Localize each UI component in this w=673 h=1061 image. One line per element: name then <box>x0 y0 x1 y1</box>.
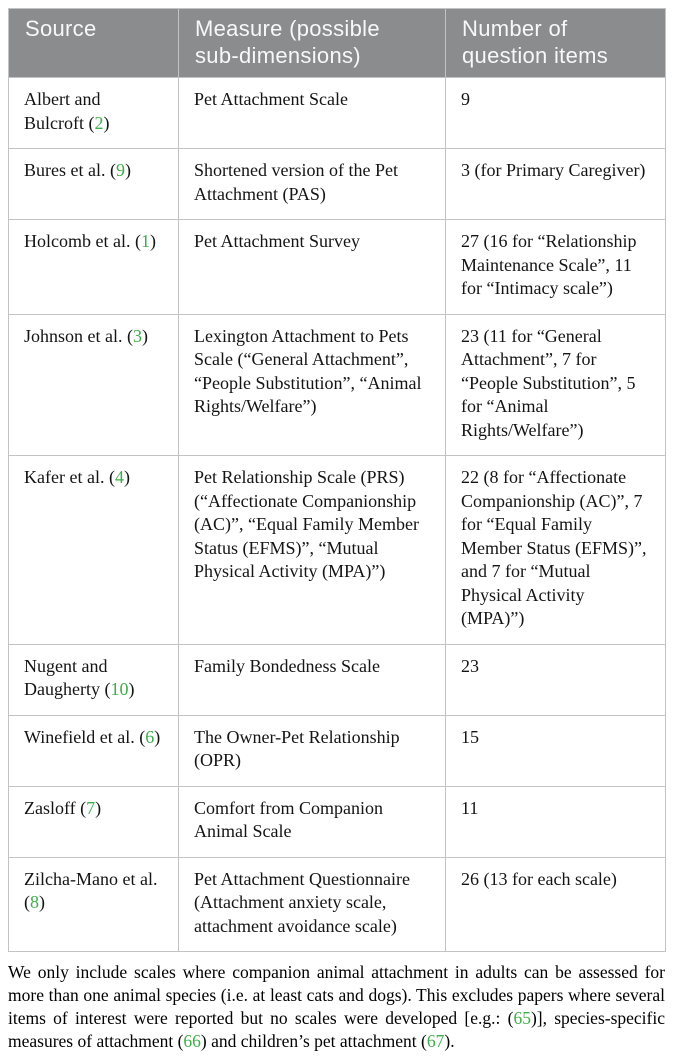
citation-ref[interactable]: 3 <box>132 325 142 346</box>
measure-cell: Shortened version of the Pet Attachment … <box>178 148 446 220</box>
table-row: Zasloff (7) Comfort from Companion Animal… <box>8 785 666 858</box>
table-row: Holcomb et al. (1) Pet Attachment Survey 2… <box>8 219 666 315</box>
source-cell: Holcomb et al. (1) <box>8 219 179 315</box>
column-header-source-label: Source <box>25 16 97 41</box>
table-row: Kafer et al. (4) Pet Relationship Scale (… <box>8 455 666 645</box>
items-cell: 23 (11 for “General Attachment”, 7 for “… <box>445 313 666 456</box>
measure-cell: Pet Relationship Scale (PRS) (“Affection… <box>178 455 446 645</box>
source-cell: Albert and Bulcroft (2) <box>8 77 179 149</box>
items-cell: 26 (13 for each scale) <box>445 856 666 952</box>
attachment-measures-table: Source Measure (possible sub-dimensions)… <box>8 8 666 952</box>
citation-ref[interactable]: 10 <box>110 679 129 699</box>
citation-ref[interactable]: 1 <box>140 231 150 251</box>
table-footnote: We only include scales where companion a… <box>8 962 665 1051</box>
column-header-source: Source <box>8 8 179 78</box>
source-cell: Winefield et al. (6) <box>8 714 179 787</box>
citation-ref[interactable]: 4 <box>114 467 124 487</box>
source-cell: Bures et al. (9) <box>8 148 179 220</box>
citation-ref[interactable]: 6 <box>145 726 155 747</box>
items-cell: 11 <box>445 785 666 858</box>
citation-ref[interactable]: 7 <box>86 797 96 818</box>
table-header: Source Measure (possible sub-dimensions)… <box>8 8 666 78</box>
column-header-items-label: Number of question items <box>462 16 609 68</box>
items-cell: 15 <box>445 714 666 787</box>
items-cell: 9 <box>445 77 666 149</box>
citation-ref[interactable]: 65 <box>513 1008 531 1028</box>
source-cell: Johnson et al. (3) <box>8 313 179 456</box>
table-row: Zilcha-Mano et al. (8) Pet Attachment Que… <box>8 856 666 952</box>
citation-ref[interactable]: 8 <box>30 892 39 912</box>
table-row: Albert and Bulcroft (2) Pet Attachment Sc… <box>8 77 666 149</box>
measure-cell: Pet Attachment Questionnaire (Attachment… <box>178 856 446 952</box>
table-row: Johnson et al. (3) Lexington Attachment t… <box>8 313 666 456</box>
items-cell: 3 (for Primary Caregiver) <box>445 148 666 220</box>
items-cell: 27 (16 for “Relationship Maintenance Sca… <box>445 219 666 315</box>
table-body: Albert and Bulcroft (2) Pet Attachment Sc… <box>8 77 666 952</box>
measure-cell: Comfort from Companion Animal Scale <box>178 785 446 858</box>
citation-ref[interactable]: 9 <box>115 160 125 180</box>
measure-cell: Pet Attachment Survey <box>178 219 446 315</box>
header-row: Source Measure (possible sub-dimensions)… <box>8 8 666 78</box>
measure-cell: Lexington Attachment to Pets Scale (“Gen… <box>178 313 446 456</box>
citation-ref[interactable]: 67 <box>426 1031 445 1051</box>
table-row: Winefield et al. (6) The Owner-Pet Relati… <box>8 714 666 787</box>
measure-cell: The Owner-Pet Relationship (OPR) <box>178 714 446 787</box>
items-cell: 23 <box>445 643 666 716</box>
items-cell: 22 (8 for “Affectionate Companionship (A… <box>445 455 666 645</box>
table-row: Bures et al. (9) Shortened version of the… <box>8 148 666 220</box>
source-cell: Zilcha-Mano et al. (8) <box>8 856 179 952</box>
table-row: Nugent and Daugherty (10) Family Bondedne… <box>8 643 666 716</box>
measure-cell: Family Bondedness Scale <box>178 643 446 716</box>
column-header-measure-label: Measure (possible sub-dimensions) <box>195 16 380 68</box>
citation-ref[interactable]: 2 <box>94 112 104 133</box>
column-header-items: Number of question items <box>445 8 666 78</box>
measure-cell: Pet Attachment Scale <box>178 77 446 149</box>
source-cell: Nugent and Daugherty (10) <box>8 643 179 716</box>
citation-ref[interactable]: 66 <box>183 1031 201 1051</box>
source-cell: Zasloff (7) <box>8 785 179 858</box>
column-header-measure: Measure (possible sub-dimensions) <box>178 8 446 78</box>
source-cell: Kafer et al. (4) <box>8 455 179 645</box>
